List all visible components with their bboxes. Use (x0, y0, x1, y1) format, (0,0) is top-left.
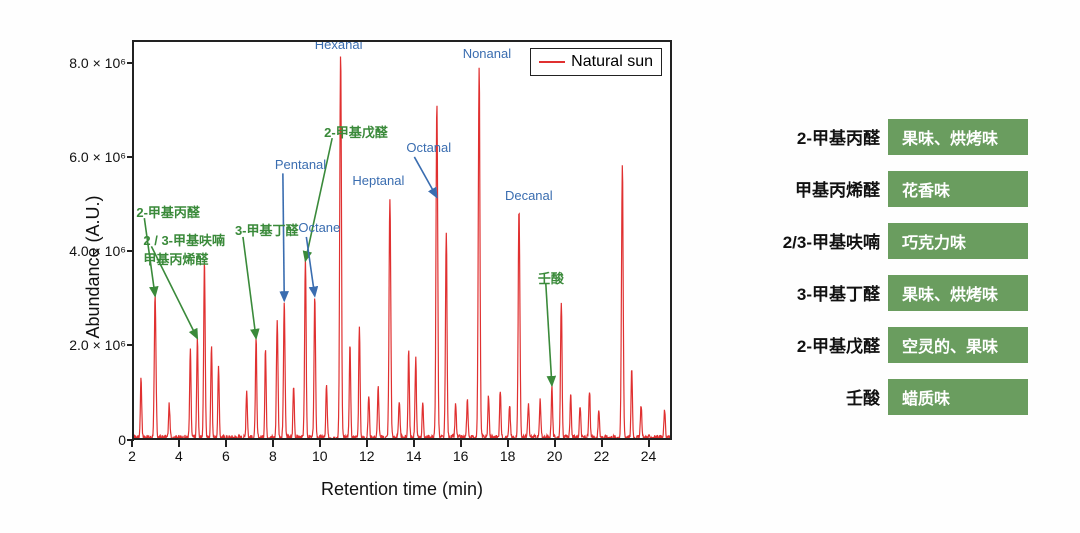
legend-label: Natural sun (571, 53, 653, 71)
flavor-table: 2-甲基丙醛果味、烘烤味甲基丙烯醛花香味2/3-甲基呋喃巧克力味3-甲基丁醛果味… (760, 119, 1028, 415)
x-tick-label: 22 (587, 448, 617, 464)
flavor-value: 蜡质味 (888, 379, 1028, 415)
flavor-row: 3-甲基丁醛果味、烘烤味 (760, 275, 1028, 311)
x-tick-label: 14 (399, 448, 429, 464)
compound-label: 2-甲基戊醛 (760, 332, 880, 357)
x-tick-label: 6 (211, 448, 241, 464)
flavor-row: 2-甲基戊醛空灵的、果味 (760, 327, 1028, 363)
x-tick-label: 8 (258, 448, 288, 464)
compound-label: 3-甲基丁醛 (760, 280, 880, 305)
x-tick-label: 10 (305, 448, 335, 464)
x-tick-label: 12 (352, 448, 382, 464)
flavor-value: 花香味 (888, 171, 1028, 207)
x-tick-label: 4 (164, 448, 194, 464)
y-tick-label: 8.0 × 10⁶ (66, 55, 126, 71)
compound-label: 壬酸 (760, 384, 880, 409)
legend: Natural sun (530, 48, 662, 76)
y-tick-label: 6.0 × 10⁶ (66, 149, 126, 165)
x-tick-label: 24 (634, 448, 664, 464)
x-tick-label: 2 (117, 448, 147, 464)
flavor-row: 2-甲基丙醛果味、烘烤味 (760, 119, 1028, 155)
compound-label: 2/3-甲基呋喃 (760, 228, 880, 253)
chromatogram-chart: Abundance (A.U.) Retention time (min) 02… (20, 22, 700, 512)
compound-label: 甲基丙烯醛 (760, 176, 880, 201)
flavor-value: 空灵的、果味 (888, 327, 1028, 363)
y-tick-label: 2.0 × 10⁶ (66, 337, 126, 353)
flavor-value: 果味、烘烤味 (888, 119, 1028, 155)
y-axis-label: Abundance (A.U.) (83, 195, 104, 338)
flavor-row: 甲基丙烯醛花香味 (760, 171, 1028, 207)
x-tick-label: 18 (493, 448, 523, 464)
legend-line (539, 61, 565, 63)
flavor-row: 2/3-甲基呋喃巧克力味 (760, 223, 1028, 259)
y-tick-label: 4.0 × 10⁶ (66, 243, 126, 259)
y-tick-label: 0 (66, 432, 126, 448)
flavor-value: 果味、烘烤味 (888, 275, 1028, 311)
flavor-value: 巧克力味 (888, 223, 1028, 259)
x-tick-label: 20 (540, 448, 570, 464)
flavor-row: 壬酸蜡质味 (760, 379, 1028, 415)
compound-label: 2-甲基丙醛 (760, 124, 880, 149)
plot-area: 2-甲基丙醛2 / 3-甲基呋喃甲基丙烯醛3-甲基丁醛2-甲基戊醛壬酸Penta… (132, 40, 672, 440)
x-axis-label: Retention time (min) (132, 479, 672, 500)
x-tick-label: 16 (446, 448, 476, 464)
spectrum-trace (134, 42, 672, 440)
